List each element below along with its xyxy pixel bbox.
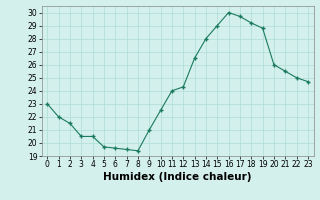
X-axis label: Humidex (Indice chaleur): Humidex (Indice chaleur) (103, 172, 252, 182)
